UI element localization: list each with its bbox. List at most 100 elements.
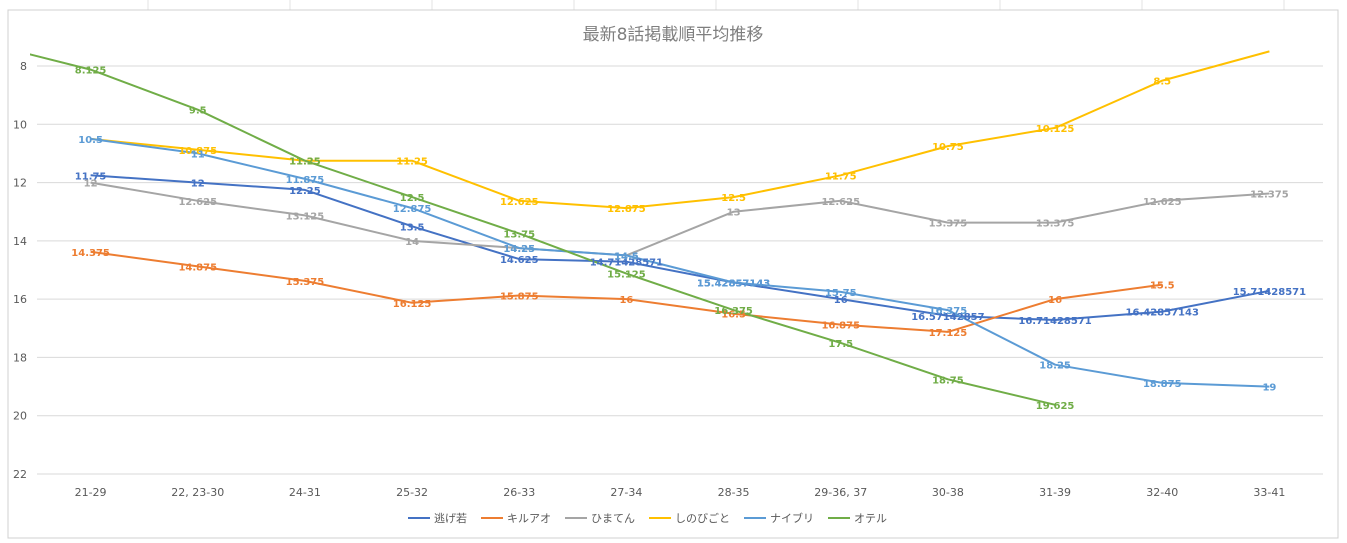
data-label: 15.42857143 xyxy=(697,278,770,289)
data-label: 18.75 xyxy=(932,375,964,386)
series-line-4[interactable] xyxy=(90,137,1270,388)
series-lines xyxy=(0,43,1270,406)
y-tick-label: 18 xyxy=(13,351,27,364)
data-label: 12.5 xyxy=(400,193,425,204)
data-label: 15.875 xyxy=(500,292,539,303)
data-label: 11.75 xyxy=(75,171,107,182)
x-tick-label: 32-40 xyxy=(1146,486,1178,499)
data-label: 10.5 xyxy=(78,135,103,146)
legend-label: キルアオ xyxy=(507,512,551,525)
data-label: 10.875 xyxy=(178,146,217,157)
legend-item-5[interactable]: オテル xyxy=(828,512,887,525)
x-tick-label: 27-34 xyxy=(610,486,642,499)
data-label: 16 xyxy=(1048,295,1062,306)
data-label: 16 xyxy=(834,295,848,306)
data-label: 12 xyxy=(84,179,98,190)
data-label: 11.25 xyxy=(289,157,321,168)
data-label: 16.375 xyxy=(714,306,753,317)
data-label: 13.75 xyxy=(503,230,535,241)
data-label: 19 xyxy=(1262,383,1276,394)
y-tick-label: 12 xyxy=(13,177,27,190)
x-tick-label: 30-38 xyxy=(932,486,964,499)
data-label: 14.25 xyxy=(503,244,535,255)
chart-title: 最新8話掲載順平均推移 xyxy=(583,25,764,45)
legend[interactable]: 逃げ若 キルアオ ひまてん しのびごと ナイブリ オテル xyxy=(408,511,887,525)
data-label: 11 xyxy=(191,149,205,160)
x-axis-tick-labels: 21-29 22, 23-30 24-31 25-32 26-33 27-34 28-35 2… xyxy=(75,486,1286,499)
data-label: 11.75 xyxy=(825,171,857,182)
data-label: 14.25 xyxy=(503,244,535,255)
legend-label: しのびごと xyxy=(675,511,730,525)
x-tick-label: 29-36, 37 xyxy=(814,486,867,499)
data-label: 17.125 xyxy=(929,328,968,339)
legend-label: 逃げ若 xyxy=(434,512,467,525)
data-label: 11.875 xyxy=(286,175,325,186)
x-tick-label: 26-33 xyxy=(503,486,535,499)
data-label: 15.375 xyxy=(286,277,325,288)
data-label: 12.375 xyxy=(1250,190,1289,201)
data-label: 15.42857143 xyxy=(697,278,770,289)
data-label: 16.71428571 xyxy=(1018,316,1091,327)
data-label: 13.375 xyxy=(929,219,968,230)
series-line-0[interactable] xyxy=(90,174,1270,321)
data-label: 14.625 xyxy=(500,255,539,266)
legend-item-2[interactable]: ひまてん xyxy=(565,512,635,525)
y-tick-label: 20 xyxy=(13,410,27,423)
legend-label: ひまてん xyxy=(591,512,635,525)
data-label: 16 xyxy=(619,295,633,306)
data-label: 12.625 xyxy=(1143,197,1182,208)
data-label: 19.625 xyxy=(1036,401,1075,412)
y-axis-tick-labels: 8 10 12 14 16 18 20 22 xyxy=(13,60,27,481)
data-label: 9.5 xyxy=(189,106,207,117)
legend-label: オテル xyxy=(854,512,887,525)
data-label: 13.5 xyxy=(400,222,425,233)
series-line-1[interactable] xyxy=(90,250,1163,333)
data-label: 18.875 xyxy=(1143,379,1182,390)
legend-item-1[interactable]: キルアオ xyxy=(481,512,551,525)
data-label: 14.5 xyxy=(614,251,639,262)
legend-label: ナイブリ xyxy=(770,511,814,525)
data-label: 10.125 xyxy=(1036,124,1075,135)
legend-item-4[interactable]: ナイブリ xyxy=(744,511,814,525)
data-label: 13.375 xyxy=(1036,219,1075,230)
data-label: 14.375 xyxy=(71,248,110,259)
data-label: 15.71428571 xyxy=(1233,287,1306,298)
series-line-5[interactable] xyxy=(0,43,1056,406)
data-label: 14 xyxy=(405,237,419,248)
data-label: 15.75 xyxy=(825,288,857,299)
data-label: 15.5 xyxy=(1150,281,1175,292)
chart-area[interactable] xyxy=(7,9,1339,539)
series-line-3[interactable] xyxy=(90,50,1270,210)
series-line-2[interactable] xyxy=(90,181,1270,257)
x-tick-label: 31-39 xyxy=(1039,486,1071,499)
y-tick-label: 14 xyxy=(13,235,27,248)
data-label: 14.71428571 xyxy=(590,258,663,269)
x-tick-label: 33-41 xyxy=(1253,486,1285,499)
data-label: 13.125 xyxy=(286,211,325,222)
data-label: 12.625 xyxy=(500,197,539,208)
x-tick-label: 21-29 xyxy=(75,486,107,499)
data-label: 12.875 xyxy=(607,204,646,215)
data-label: 16.57142857 xyxy=(911,312,984,323)
data-label: 12.625 xyxy=(178,197,217,208)
x-tick-label: 25-32 xyxy=(396,486,428,499)
legend-item-3[interactable]: しのびごと xyxy=(649,511,730,525)
data-label: 12.625 xyxy=(821,197,860,208)
data-label: 15.125 xyxy=(607,270,646,281)
data-label: 17.5 xyxy=(828,339,853,350)
data-label: 16.5 xyxy=(721,310,746,321)
data-label: 16.375 xyxy=(929,306,968,317)
data-label: 12.5 xyxy=(721,193,746,204)
data-label: 10.75 xyxy=(932,142,964,153)
legend-item-0[interactable]: 逃げ若 xyxy=(408,512,467,525)
spreadsheet-background-grid xyxy=(147,0,1285,10)
y-tick-label: 8 xyxy=(20,60,27,73)
data-label: 16.875 xyxy=(821,321,860,332)
data-label: 14.875 xyxy=(178,262,217,273)
y-tick-label: 22 xyxy=(13,468,27,481)
data-label: 11.25 xyxy=(289,157,321,168)
x-tick-label: 28-35 xyxy=(718,486,750,499)
data-label: 16.42857143 xyxy=(1126,308,1199,319)
